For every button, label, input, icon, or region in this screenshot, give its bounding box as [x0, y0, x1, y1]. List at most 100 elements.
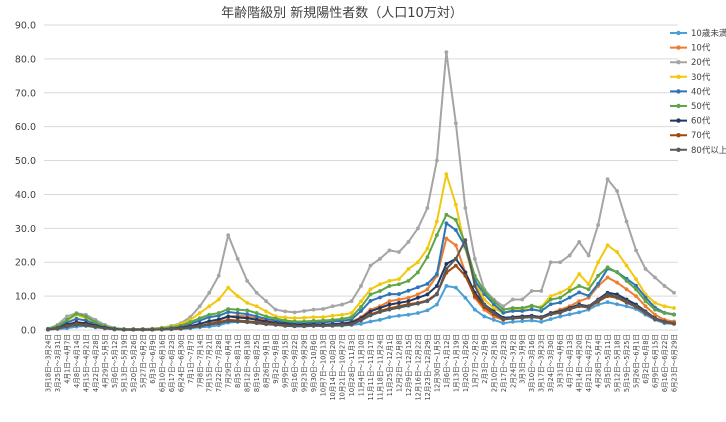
x-tick-label: 4月15日～4月21日 — [82, 334, 90, 392]
data-point — [472, 307, 477, 312]
legend-label: 60代 — [691, 116, 711, 127]
data-point — [586, 287, 591, 292]
data-point — [653, 300, 657, 305]
data-point — [112, 327, 117, 332]
data-point — [634, 287, 638, 292]
data-point — [634, 294, 638, 299]
data-point — [510, 316, 515, 321]
data-point — [539, 319, 544, 324]
data-point — [548, 312, 553, 316]
data-point — [463, 295, 468, 300]
data-point — [340, 323, 344, 328]
x-tick-label: 6月3日～6月9日 — [149, 334, 157, 384]
data-point — [662, 284, 667, 288]
data-point — [359, 305, 363, 309]
data-point — [235, 307, 240, 312]
x-tick-label: 8月5日～8月11日 — [234, 334, 242, 388]
data-point — [406, 295, 411, 300]
data-point — [662, 319, 667, 324]
x-tick-label: 8月12日～8月18日 — [244, 334, 252, 392]
data-point — [634, 248, 638, 253]
data-point — [197, 304, 202, 309]
data-point — [359, 322, 363, 326]
data-point — [472, 294, 477, 299]
data-point — [264, 299, 269, 304]
legend-swatch-marker — [676, 74, 681, 80]
data-point — [643, 310, 648, 315]
gridlines — [44, 24, 678, 331]
data-point — [416, 311, 420, 315]
x-tick-label: 2月17日～2月23日 — [500, 334, 508, 392]
data-point — [283, 318, 288, 323]
x-tick-label: 4月29日～5月5日 — [101, 334, 109, 388]
data-point — [444, 262, 449, 266]
data-point — [283, 324, 288, 328]
data-point — [197, 311, 202, 315]
data-point — [254, 304, 259, 309]
x-tick-label: 8月19日～8月25日 — [253, 334, 261, 392]
data-point — [453, 263, 458, 268]
x-tick-label: 3月18日～3月24日 — [45, 334, 53, 392]
data-point — [577, 272, 582, 276]
data-point — [463, 206, 468, 210]
x-tick-label: 3月3日～3月9日 — [519, 334, 527, 384]
data-point — [548, 302, 553, 307]
data-point — [586, 282, 591, 287]
x-tick-label: 1月13日～1月19日 — [452, 334, 460, 392]
data-point — [624, 304, 629, 309]
data-point — [84, 323, 88, 328]
data-point — [292, 310, 297, 315]
x-tick-label: 12月2日～12月8日 — [395, 334, 403, 392]
data-point — [510, 319, 515, 324]
x-tick-label: 9月30日～10月6日 — [310, 334, 318, 392]
x-tick-label: 4月1日～4月7日 — [63, 334, 71, 384]
data-point — [520, 319, 525, 324]
x-tick-label: 4月8日～4月14日 — [73, 334, 81, 388]
data-point — [93, 320, 98, 325]
data-point — [292, 316, 297, 321]
data-point — [444, 221, 449, 226]
data-point — [283, 309, 288, 314]
x-tick-label: 5月6日～5月12日 — [111, 334, 119, 388]
x-tick-label: 6月2日～6月8日 — [642, 334, 650, 384]
data-point — [84, 314, 88, 319]
data-point — [425, 299, 430, 304]
data-point — [425, 282, 430, 286]
data-point — [482, 297, 487, 302]
x-tick-label: 10月7日～10月13日 — [320, 334, 328, 396]
data-point — [340, 312, 344, 317]
data-point — [406, 303, 411, 308]
data-point — [444, 50, 449, 55]
data-point — [453, 202, 458, 207]
legend-swatch-marker — [676, 89, 681, 94]
x-tick-label: 2月10日～2月16日 — [490, 334, 498, 392]
data-point — [397, 250, 401, 254]
data-point — [605, 300, 610, 305]
data-point — [397, 277, 401, 282]
x-tick-label: 5月12日～5月18日 — [614, 334, 622, 392]
data-point — [634, 283, 638, 288]
x-tick-label: 10月28日～11月3日 — [348, 334, 356, 396]
x-tick-label: 5月26日～6月1日 — [633, 334, 641, 388]
data-point — [510, 297, 515, 302]
x-tick-label: 10月21日～10月27日 — [339, 334, 347, 401]
data-point — [397, 313, 401, 318]
data-point — [103, 326, 107, 331]
data-point — [368, 292, 373, 297]
data-point — [567, 312, 572, 317]
data-point — [283, 315, 288, 320]
data-point — [387, 284, 392, 288]
legend-item: 20代 — [670, 57, 711, 68]
data-point — [235, 319, 240, 324]
data-point — [226, 285, 231, 290]
data-point — [672, 321, 676, 326]
data-point — [46, 327, 50, 332]
data-point — [245, 312, 250, 316]
data-point — [539, 289, 544, 293]
data-point — [605, 275, 610, 280]
data-point — [453, 217, 458, 222]
data-point — [577, 290, 582, 295]
x-tick-label: 6月10日～6月16日 — [158, 334, 166, 392]
data-point — [577, 284, 582, 288]
x-tick-label: 9月2日～9月8日 — [272, 334, 280, 384]
